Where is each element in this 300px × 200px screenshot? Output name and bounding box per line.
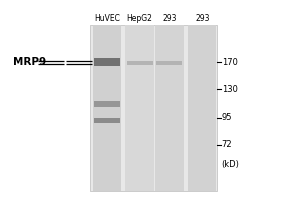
Text: 72: 72 <box>222 140 232 149</box>
Bar <box>92 25 121 191</box>
Bar <box>188 25 216 191</box>
Bar <box>155 25 184 191</box>
Bar <box>94 58 120 66</box>
Bar <box>90 25 217 191</box>
Bar <box>127 61 152 65</box>
Bar <box>94 118 120 123</box>
Text: HepG2: HepG2 <box>127 14 152 23</box>
Bar <box>125 25 154 191</box>
Text: (kD): (kD) <box>222 160 239 169</box>
Text: 130: 130 <box>222 85 238 94</box>
Text: 293: 293 <box>195 14 209 23</box>
Text: HuVEC: HuVEC <box>94 14 120 23</box>
Bar <box>156 61 182 65</box>
Text: 170: 170 <box>222 58 238 67</box>
Text: 293: 293 <box>162 14 177 23</box>
Text: MRP9: MRP9 <box>13 57 46 67</box>
Text: 95: 95 <box>222 113 232 122</box>
Bar <box>94 101 120 107</box>
